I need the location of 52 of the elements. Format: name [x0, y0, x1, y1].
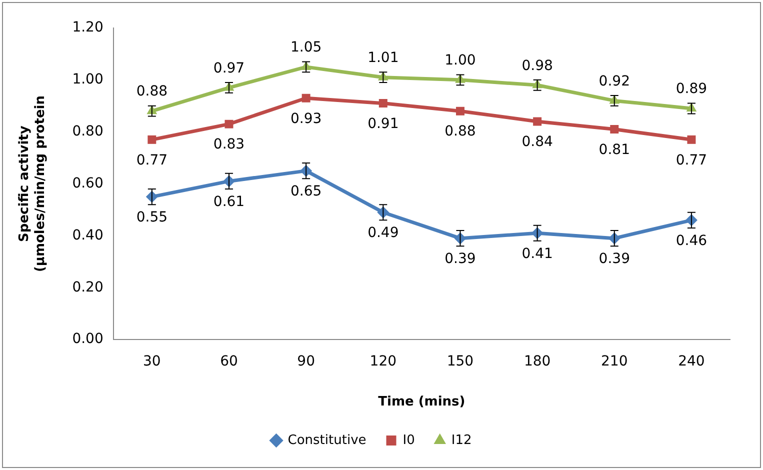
data-label: 0.91	[368, 116, 399, 132]
data-label: 0.97	[213, 60, 245, 76]
x-tick-label: 240	[678, 354, 705, 370]
x-tick-label: 30	[142, 354, 161, 370]
data-label: 0.39	[598, 250, 630, 267]
point	[378, 99, 388, 108]
x-tick-label: 120	[370, 354, 397, 370]
x-tick-label: 210	[601, 354, 628, 370]
y-tick-label: 0.00	[72, 331, 104, 348]
y-axis-title: Specific activity (µmoles/min/mg protein	[17, 96, 48, 272]
point	[302, 94, 310, 102]
point	[687, 135, 696, 144]
data-label: 1.05	[290, 40, 322, 56]
data-label: 0.77	[136, 152, 168, 168]
y-tick-label: 0.20	[72, 279, 104, 296]
data-label: 0.98	[522, 58, 553, 74]
legend-label: I0	[402, 432, 415, 448]
point	[456, 106, 464, 116]
x-tick-label: 90	[297, 354, 315, 370]
legend-label: Constitutive	[288, 432, 366, 448]
data-label: 0.88	[136, 84, 168, 100]
x-tick-label: 150	[446, 354, 474, 370]
data-label: 0.93	[290, 110, 322, 127]
data-label: 0.61	[213, 194, 245, 210]
data-label: 1.01	[368, 50, 399, 66]
data-label: 0.81	[598, 142, 630, 158]
point	[610, 125, 619, 134]
data-label: 0.46	[676, 232, 708, 249]
data-label: 0.65	[290, 183, 322, 200]
data-label: 0.92	[598, 73, 630, 90]
data-label: 0.49	[368, 225, 399, 242]
data-label: 0.41	[522, 246, 553, 262]
data-label: 0.88	[444, 124, 476, 140]
data-label: 0.55	[136, 209, 168, 226]
y-tick-label: 1.20	[72, 20, 104, 36]
point	[224, 120, 234, 128]
y-tick-label: 1.00	[72, 72, 104, 88]
legend-label: I12	[451, 432, 472, 448]
data-label: 0.83	[213, 136, 245, 153]
data-label: 0.89	[676, 81, 708, 98]
y-tick-label: 0.40	[72, 227, 104, 244]
y-tick-label: 0.60	[72, 175, 104, 192]
data-label: 0.84	[522, 134, 553, 150]
x-tick-label: 60	[220, 354, 238, 370]
x-tick-label: 180	[524, 354, 551, 370]
data-label: 1.00	[444, 52, 476, 69]
point	[148, 135, 156, 144]
data-label: 0.39	[444, 250, 476, 267]
y-tick-label: 0.80	[72, 124, 104, 140]
data-label: 0.77	[676, 152, 708, 168]
point	[533, 117, 542, 126]
x-axis-title: Time (mins)	[378, 394, 466, 410]
